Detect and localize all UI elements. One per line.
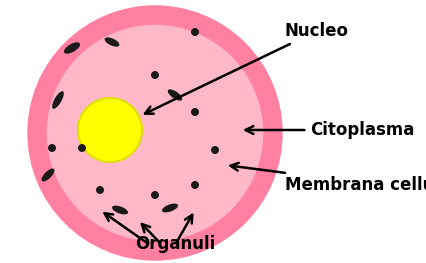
- Circle shape: [78, 98, 142, 162]
- Circle shape: [37, 15, 272, 251]
- Ellipse shape: [52, 91, 64, 109]
- Ellipse shape: [112, 206, 128, 214]
- Circle shape: [78, 144, 86, 152]
- Text: Membrana cellulare: Membrana cellulare: [230, 163, 426, 194]
- Text: Citoplasma: Citoplasma: [245, 121, 413, 139]
- Circle shape: [96, 186, 104, 194]
- Circle shape: [190, 108, 199, 116]
- Circle shape: [151, 191, 158, 199]
- Ellipse shape: [161, 204, 178, 213]
- Circle shape: [48, 144, 56, 152]
- Ellipse shape: [104, 37, 119, 47]
- Text: Nucleo: Nucleo: [145, 22, 348, 114]
- Text: Organuli: Organuli: [135, 235, 215, 253]
- Circle shape: [190, 28, 199, 36]
- Circle shape: [151, 71, 158, 79]
- Ellipse shape: [64, 42, 80, 54]
- Ellipse shape: [41, 169, 55, 181]
- Circle shape: [210, 146, 219, 154]
- Ellipse shape: [167, 89, 182, 101]
- Circle shape: [190, 181, 199, 189]
